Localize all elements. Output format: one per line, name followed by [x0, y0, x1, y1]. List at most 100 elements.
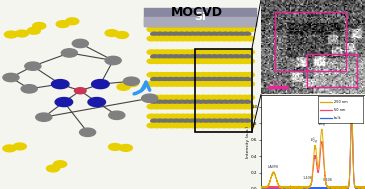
Circle shape [183, 50, 192, 54]
Circle shape [173, 59, 182, 64]
Circle shape [233, 55, 240, 59]
Circle shape [33, 22, 46, 29]
Circle shape [204, 95, 213, 100]
Circle shape [151, 119, 158, 123]
Circle shape [215, 123, 223, 128]
Circle shape [205, 55, 212, 59]
Circle shape [162, 55, 169, 59]
Circle shape [173, 123, 182, 128]
Circle shape [156, 77, 164, 81]
Circle shape [15, 30, 28, 37]
Circle shape [151, 100, 158, 104]
Circle shape [173, 50, 182, 54]
Circle shape [163, 59, 172, 64]
Circle shape [210, 27, 218, 32]
Circle shape [199, 36, 208, 41]
Circle shape [194, 59, 203, 64]
Circle shape [222, 32, 229, 36]
Circle shape [157, 82, 166, 86]
Circle shape [241, 36, 249, 41]
Circle shape [61, 49, 77, 57]
Circle shape [105, 30, 118, 36]
Circle shape [195, 100, 202, 104]
Circle shape [147, 104, 156, 109]
Circle shape [36, 113, 52, 121]
Circle shape [225, 114, 234, 119]
Text: 20 nm: 20 nm [271, 80, 282, 84]
Circle shape [157, 50, 166, 54]
Circle shape [167, 119, 174, 123]
Circle shape [178, 59, 187, 64]
Circle shape [230, 114, 239, 119]
Circle shape [200, 119, 207, 123]
Circle shape [147, 95, 156, 100]
Circle shape [183, 59, 192, 64]
Circle shape [220, 50, 228, 54]
Circle shape [163, 27, 172, 32]
Circle shape [168, 114, 177, 119]
Bar [268, 86, 288, 88]
Circle shape [216, 77, 223, 81]
Circle shape [225, 27, 234, 32]
Circle shape [156, 32, 164, 36]
Circle shape [230, 27, 239, 32]
Circle shape [215, 73, 223, 77]
Circle shape [152, 27, 161, 32]
Circle shape [92, 80, 109, 89]
Circle shape [238, 55, 245, 59]
Circle shape [205, 100, 212, 104]
Circle shape [156, 119, 164, 123]
Circle shape [168, 27, 177, 32]
Circle shape [235, 73, 244, 77]
Circle shape [168, 82, 177, 86]
Circle shape [189, 59, 197, 64]
Circle shape [147, 123, 156, 128]
Circle shape [163, 50, 172, 54]
Circle shape [152, 36, 161, 41]
Circle shape [225, 36, 234, 41]
Circle shape [235, 82, 244, 86]
Circle shape [168, 36, 177, 41]
Circle shape [142, 94, 158, 102]
Circle shape [233, 32, 240, 36]
Circle shape [184, 55, 191, 59]
Circle shape [225, 59, 234, 64]
Circle shape [74, 88, 86, 94]
Circle shape [227, 55, 234, 59]
Circle shape [215, 27, 223, 32]
Circle shape [220, 104, 228, 109]
Circle shape [117, 84, 130, 90]
Circle shape [173, 100, 180, 104]
Circle shape [215, 82, 223, 86]
Circle shape [220, 59, 228, 64]
Bar [144, 17, 256, 26]
Circle shape [225, 104, 234, 109]
Circle shape [152, 123, 161, 128]
Circle shape [241, 123, 249, 128]
Circle shape [215, 114, 223, 119]
Circle shape [216, 32, 223, 36]
Circle shape [157, 104, 166, 109]
Circle shape [238, 32, 245, 36]
Circle shape [173, 95, 182, 100]
Circle shape [178, 104, 187, 109]
Circle shape [230, 36, 239, 41]
Circle shape [210, 50, 218, 54]
Circle shape [109, 111, 125, 119]
Circle shape [210, 104, 218, 109]
Circle shape [184, 77, 191, 81]
Circle shape [233, 100, 240, 104]
Circle shape [184, 32, 191, 36]
Circle shape [235, 123, 244, 128]
Circle shape [27, 27, 41, 34]
Circle shape [178, 32, 185, 36]
Circle shape [222, 55, 229, 59]
Circle shape [199, 95, 208, 100]
Circle shape [189, 73, 197, 77]
Circle shape [199, 104, 208, 109]
Circle shape [173, 32, 180, 36]
Circle shape [163, 36, 172, 41]
Circle shape [147, 50, 156, 54]
Circle shape [157, 27, 166, 32]
Circle shape [152, 50, 161, 54]
